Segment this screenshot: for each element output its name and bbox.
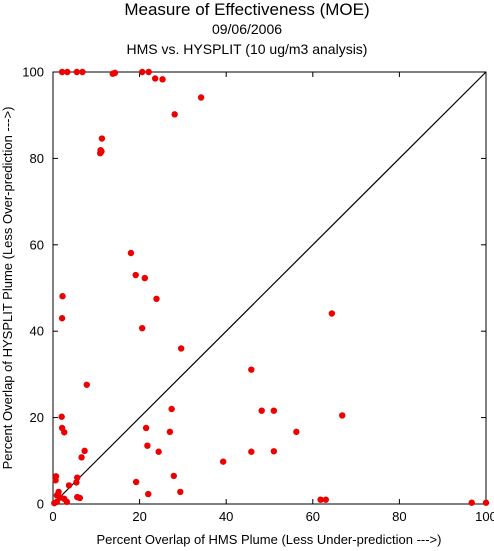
x-tick-label: 100 (475, 509, 494, 524)
data-point (58, 413, 65, 420)
data-point (258, 407, 265, 414)
axis-ticks (52, 71, 487, 505)
data-point (317, 496, 324, 503)
data-point (166, 428, 174, 436)
data-point (79, 68, 86, 76)
data-point (132, 271, 139, 279)
data-point (144, 442, 151, 449)
data-point (219, 458, 227, 465)
y-tick-label: 80 (30, 151, 44, 166)
data-point (65, 482, 73, 489)
one-to-one-diagonal-line (52, 71, 487, 505)
data-point (145, 68, 152, 76)
data-point (58, 315, 66, 322)
y-tick-label: 100 (22, 65, 44, 80)
data-point (138, 324, 146, 332)
data-point (155, 448, 162, 455)
x-axis-label: Percent Overlap of HMS Plume (Less Under… (97, 532, 442, 547)
data-point (248, 448, 255, 455)
chart-title: Measure of Effectiveness (MOE) (124, 0, 370, 19)
data-point (96, 150, 104, 157)
data-point (51, 499, 58, 507)
data-point (482, 499, 490, 506)
x-tick-label: 40 (219, 509, 233, 524)
data-point (142, 424, 150, 432)
data-point (63, 498, 71, 506)
data-point (74, 474, 81, 481)
data-point (177, 488, 184, 496)
data-point (248, 366, 255, 373)
data-point (170, 472, 178, 480)
y-tick-label: 40 (30, 324, 44, 339)
data-point (293, 428, 300, 436)
data-point (83, 381, 90, 388)
chart-date: 09/06/2006 (211, 21, 283, 37)
data-point (132, 478, 140, 486)
data-point (61, 429, 68, 436)
data-point (171, 111, 178, 118)
data-point (73, 479, 80, 486)
data-point (111, 69, 119, 77)
data-point (127, 249, 135, 257)
data-point (159, 76, 166, 83)
data-point (270, 448, 278, 455)
y-tick-label: 0 (37, 497, 44, 512)
data-point (52, 477, 59, 484)
x-tick-label: 20 (132, 509, 146, 524)
data-point (141, 274, 148, 282)
data-point (151, 75, 159, 82)
data-point (177, 345, 185, 352)
data-point (76, 494, 84, 502)
axis-tick-labels: 0 20 40 60 80 100 0 20 40 60 80 100 (22, 65, 494, 525)
data-point (468, 499, 475, 506)
plot-area-frame (52, 71, 487, 505)
x-tick-label: 80 (392, 509, 406, 524)
y-tick-label: 20 (30, 410, 44, 425)
y-axis-label: Percent Overlap of HYSPLIT Plume (Less O… (0, 107, 15, 470)
data-point (58, 68, 66, 76)
x-tick-label: 0 (49, 509, 56, 524)
data-point (339, 412, 346, 419)
chart-subtitle: HMS vs. HYSPLIT (10 ug/m3 analysis) (126, 41, 368, 57)
x-tick-label: 60 (306, 509, 320, 524)
data-point (197, 94, 205, 101)
data-point (59, 293, 66, 300)
data-point (81, 447, 88, 455)
data-point (328, 310, 336, 317)
data-point (64, 68, 71, 76)
y-tick-label: 60 (30, 237, 44, 252)
data-point (168, 405, 175, 413)
data-point (270, 407, 278, 414)
data-point (153, 295, 160, 302)
data-point (138, 68, 146, 76)
data-point (145, 490, 152, 498)
data-point (78, 454, 85, 461)
data-points (51, 68, 490, 507)
data-point (322, 496, 329, 503)
data-point (73, 68, 81, 76)
data-point (98, 135, 106, 142)
